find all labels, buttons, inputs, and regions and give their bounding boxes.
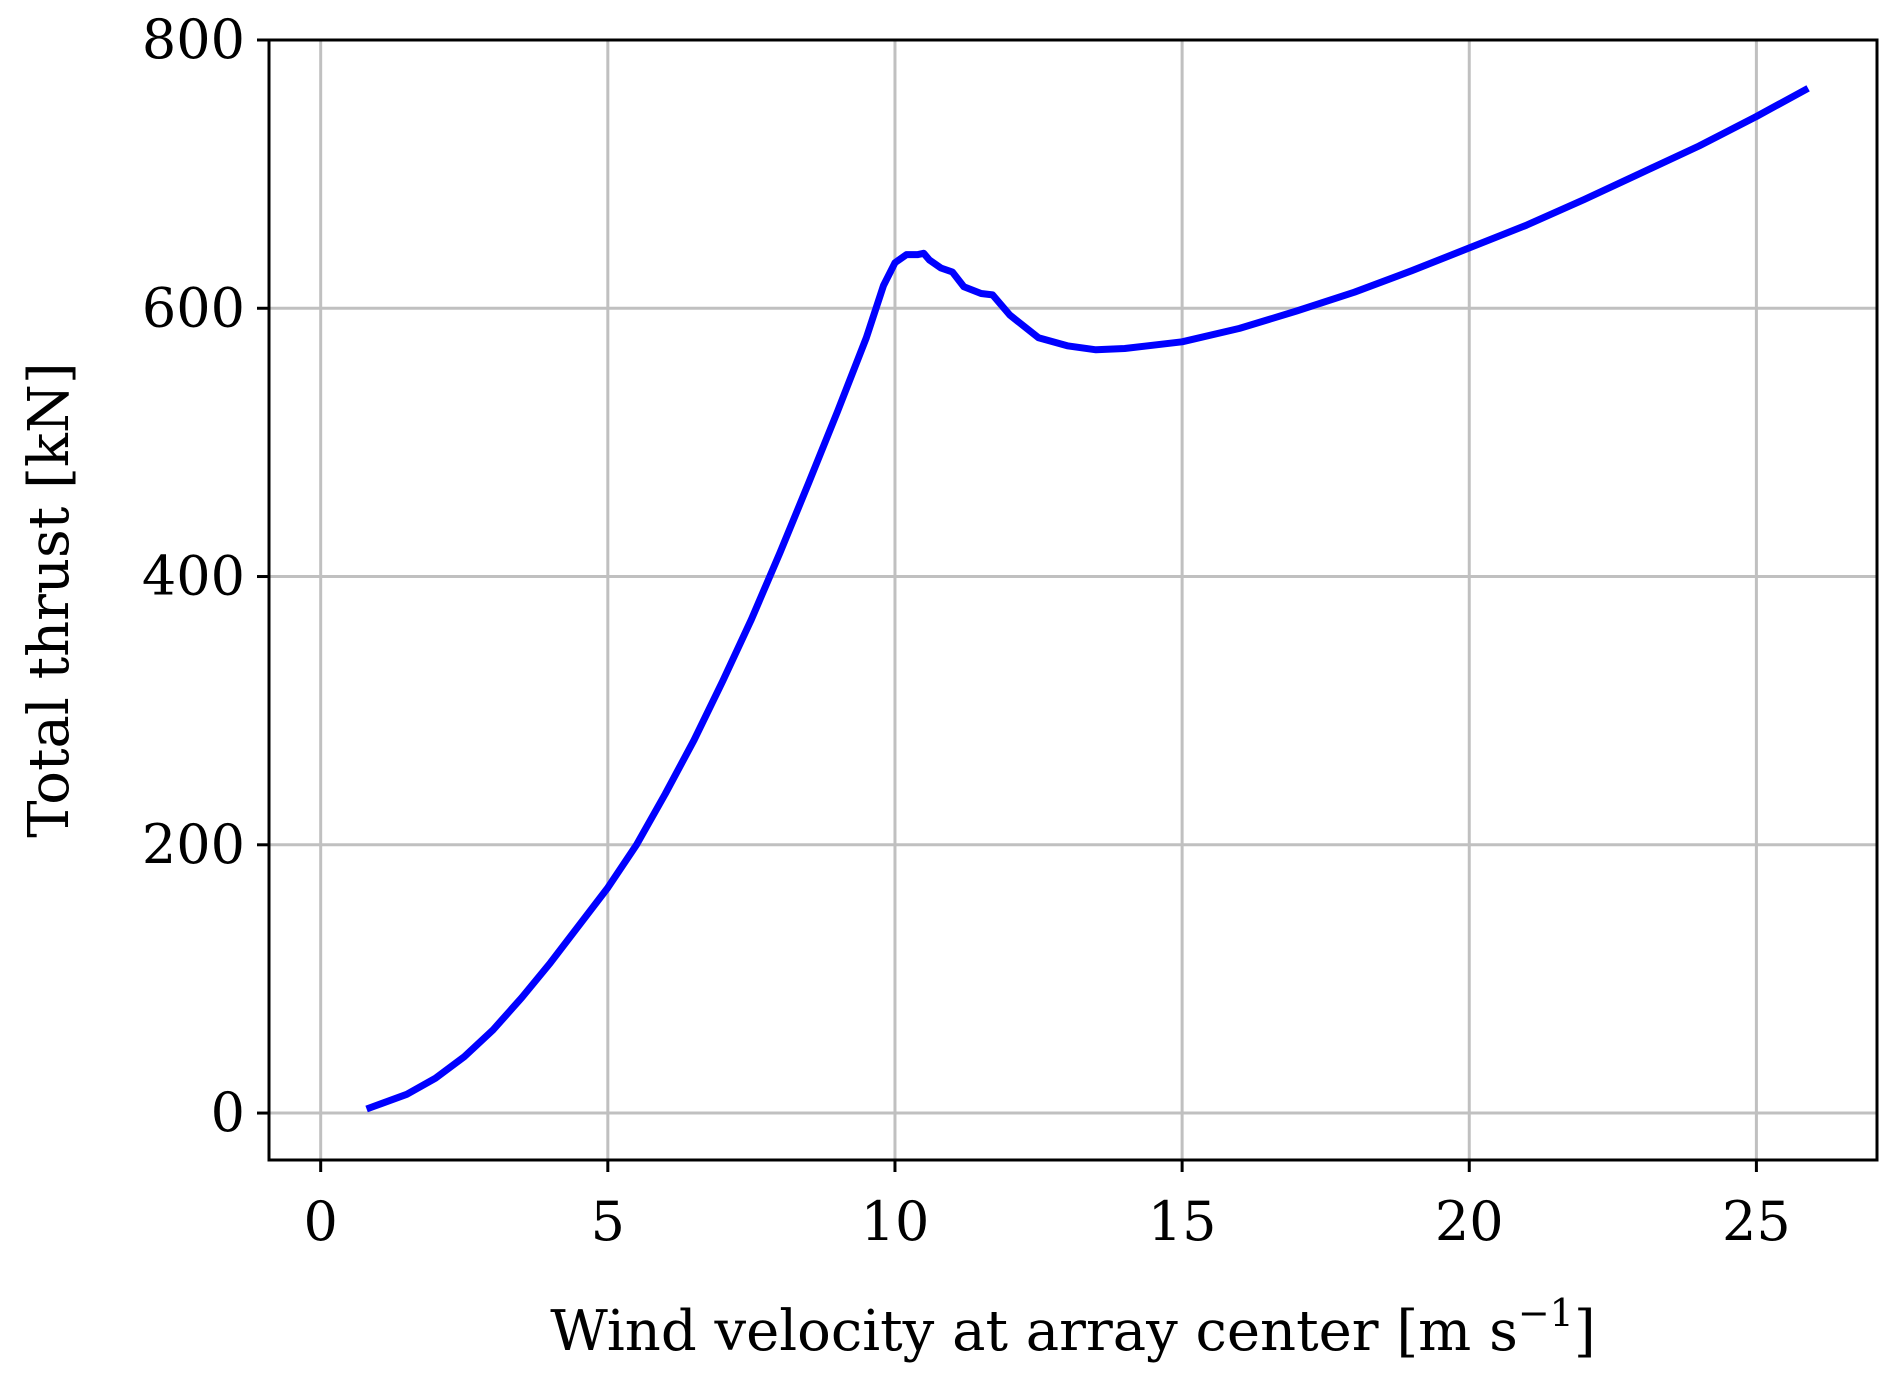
x-tick-label: 20 — [1435, 1190, 1504, 1253]
tick-layer: 0 5 10 15 20 25 0 200 400 600 800 — [142, 8, 1791, 1253]
grid-lines — [269, 38, 1877, 1160]
x-axis-label: Wind velocity at array center [m s−1] — [550, 1291, 1595, 1364]
x-tick-label: 0 — [304, 1190, 338, 1253]
y-axis-label: Total thrust [kN] — [17, 362, 82, 837]
y-tick-label: 800 — [142, 8, 245, 71]
x-tick-label: 10 — [861, 1190, 930, 1253]
x-tick-label: 5 — [591, 1190, 625, 1253]
y-tick-label: 0 — [211, 1081, 245, 1144]
series-layer — [365, 85, 1810, 1113]
plot-frame — [267, 38, 1879, 1162]
x-axis-label-exponent: −1 — [1518, 1291, 1574, 1335]
y-tick-label: 200 — [142, 813, 245, 876]
x-tick-label: 25 — [1722, 1190, 1791, 1253]
y-tick-label: 400 — [142, 545, 245, 608]
series-line — [365, 85, 1810, 1113]
x-tick-label: 15 — [1148, 1190, 1217, 1253]
y-tick-label: 600 — [142, 276, 245, 339]
